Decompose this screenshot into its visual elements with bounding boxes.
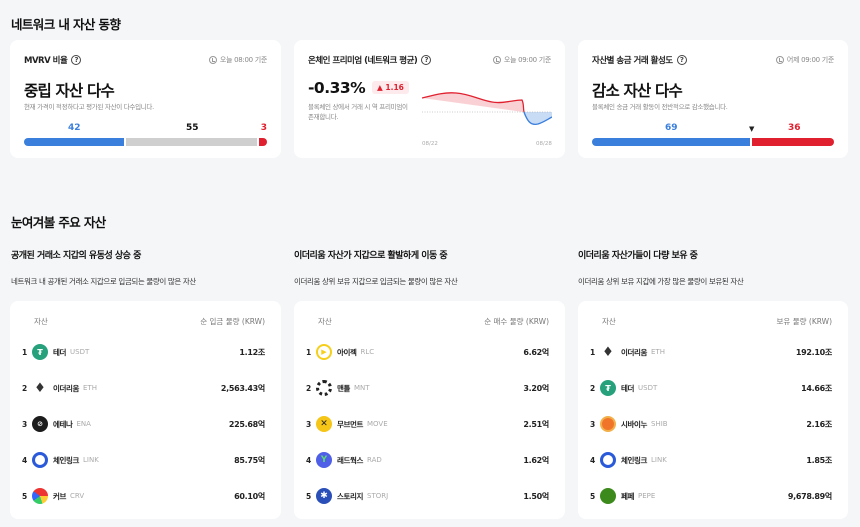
overvalued-count: 3 (260, 123, 267, 133)
marker-icon: ▼ (749, 125, 755, 133)
premium-description: 블록체인 상에서 거래 시 역 프리미엄이 존재합니다. (308, 103, 408, 121)
pepe-icon (600, 488, 616, 504)
column-value[interactable]: 순 매수 물량 (KRW) (484, 317, 549, 326)
eth-whale-buy-table: 자산 순 매수 물량 (KRW) 1 ▶ 아이젝 RLC 6.62억 2 맨틀 … (294, 301, 565, 519)
mvrv-label: MVRV 비율 (24, 56, 68, 66)
column-asset: 자산 (602, 317, 616, 326)
transfer-bar-labels: 69 ▼ 36 (592, 123, 834, 135)
premium-sparkline-chart (422, 92, 552, 126)
table-row[interactable]: 2 맨틀 MNT 3.20억 (306, 378, 549, 398)
table-row[interactable]: 2 ₮ 테더 USDT 14.66조 (590, 378, 832, 398)
bar-segment-overvalued (259, 138, 267, 146)
clock-icon (208, 56, 217, 64)
mvrv-headline: 중립 자산 다수 (24, 82, 115, 100)
list-title: 이더리움 자산가 지갑으로 활발하게 이동 중 (294, 251, 448, 261)
column-value[interactable]: 보유 물량 (KRW) (776, 317, 832, 326)
mvrv-description: 현재 가격이 적정하다고 평가된 자산이 다수입니다. (24, 103, 154, 111)
neutral-count: 55 (186, 123, 199, 133)
column-value[interactable]: 순 입금 물량 (KRW) (200, 317, 265, 326)
table-row[interactable]: 1 ₮ 테더 USDT 1.12조 (22, 342, 265, 362)
curve-icon (32, 488, 48, 504)
transfer-distribution-bar (592, 138, 834, 146)
bar-segment-undervalued (24, 138, 124, 146)
storj-icon: ✱ (316, 488, 332, 504)
table-row[interactable]: 5 커브 CRV 60.10억 (22, 486, 265, 506)
radworks-icon: Y (316, 452, 332, 468)
table-row[interactable]: 2 ♦ 이더리움 ETH 2,563.43억 (22, 380, 265, 396)
table-row[interactable]: 5 페페 PEPE 9,678.89억 (590, 486, 832, 506)
list-description: 이더리움 상위 보유 지갑으로 입금되는 물량이 많은 자산 (294, 277, 458, 286)
transfer-timestamp: 어제 09:00 기준 (786, 56, 834, 64)
table-row[interactable]: 4 Y 래드웍스 RAD 1.62억 (306, 450, 549, 470)
column-asset: 자산 (318, 317, 332, 326)
clock-icon (775, 56, 784, 64)
ethereum-icon: ♦ (34, 380, 46, 396)
help-icon[interactable]: ? (71, 55, 82, 65)
mvrv-distribution-bar (24, 138, 267, 146)
table-row[interactable]: 5 ✱ 스토리지 STORJ 1.50억 (306, 486, 549, 506)
bar-segment-neutral (126, 138, 257, 146)
table-row[interactable]: 3 ⊘ 에테나 ENA 225.68억 (22, 414, 265, 434)
onchain-premium-card: 온체인 프리미엄 (네트워크 평균) ? 오늘 09:00 기준 -0.33% … (294, 40, 565, 158)
mvrv-bar-labels: 42 55 3 (24, 123, 267, 135)
shiba-icon (600, 416, 616, 432)
premium-label: 온체인 프리미엄 (네트워크 평균) (308, 56, 418, 66)
decrease-count: 69 (665, 123, 678, 133)
ethereum-icon: ♦ (602, 344, 614, 360)
iexec-icon: ▶ (316, 344, 332, 360)
transfer-activity-card: 자산별 송금 거래 활성도 ? 어제 09:00 기준 감소 자산 다수 블록체… (578, 40, 848, 158)
table-row[interactable]: 1 ▶ 아이젝 RLC 6.62억 (306, 342, 549, 362)
column-asset: 자산 (34, 317, 48, 326)
table-header: 자산 순 매수 물량 (KRW) (318, 316, 549, 327)
exchange-inflow-table: 자산 순 입금 물량 (KRW) 1 ₮ 테더 USDT 1.12조 2 ♦ 이… (10, 301, 281, 519)
chart-x-end: 08/28 (536, 141, 552, 147)
chart-x-start: 08/22 (422, 141, 438, 147)
tether-icon: ₮ (600, 380, 616, 396)
table-row[interactable]: 3 시바이누 SHIB 2.16조 (590, 414, 832, 434)
bar-segment-increase (752, 138, 834, 146)
movement-icon: ✕ (316, 416, 332, 432)
list-title: 이더리움 자산가들이 다량 보유 중 (578, 251, 698, 261)
list-description: 이더리움 상위 보유 지갑에 가장 많은 물량이 보유된 자산 (578, 277, 744, 286)
undervalued-count: 42 (68, 123, 81, 133)
tether-icon: ₮ (32, 344, 48, 360)
transfer-headline: 감소 자산 다수 (592, 82, 683, 100)
table-header: 자산 보유 물량 (KRW) (602, 316, 832, 327)
list-description: 네트워크 내 공개된 거래소 지갑으로 입금되는 물량이 많은 자산 (11, 277, 196, 286)
transfer-description: 블록체인 송금 거래 활동이 전반적으로 감소했습니다. (592, 103, 728, 111)
increase-count: 36 (788, 123, 801, 133)
transfer-label: 자산별 송금 거래 활성도 (592, 56, 673, 66)
premium-value: -0.33% (308, 79, 366, 97)
eth-whale-holdings-table: 자산 보유 물량 (KRW) 1 ♦ 이더리움 ETH 192.10조 2 ₮ … (578, 301, 848, 519)
ethena-icon: ⊘ (32, 416, 48, 432)
chainlink-icon (32, 452, 48, 468)
list-title: 공개된 거래소 지갑의 유동성 상승 중 (11, 251, 141, 261)
section-title-watch-assets: 눈여겨볼 주요 자산 (11, 215, 106, 230)
section-title-network-trends: 네트워크 내 자산 동향 (11, 17, 121, 32)
table-header: 자산 순 입금 물량 (KRW) (34, 316, 265, 327)
mvrv-timestamp: 오늘 08:00 기준 (219, 56, 267, 64)
table-row[interactable]: 3 ✕ 무브먼트 MOVE 2.51억 (306, 414, 549, 434)
premium-timestamp: 오늘 09:00 기준 (503, 56, 551, 64)
help-icon[interactable]: ? (421, 55, 432, 65)
bar-segment-decrease (592, 138, 750, 146)
premium-delta-badge: ▲ 1.16 (372, 81, 409, 94)
clock-icon (492, 56, 501, 64)
table-row[interactable]: 1 ♦ 이더리움 ETH 192.10조 (590, 344, 832, 360)
table-row[interactable]: 4 체인링크 LINK 85.75억 (22, 450, 265, 470)
chainlink-icon (600, 452, 616, 468)
help-icon[interactable]: ? (676, 55, 687, 65)
mvrv-card: MVRV 비율 ? 오늘 08:00 기준 중립 자산 다수 현재 가격이 적정… (10, 40, 281, 158)
mantle-icon (316, 380, 332, 396)
table-row[interactable]: 4 체인링크 LINK 1.85조 (590, 450, 832, 470)
